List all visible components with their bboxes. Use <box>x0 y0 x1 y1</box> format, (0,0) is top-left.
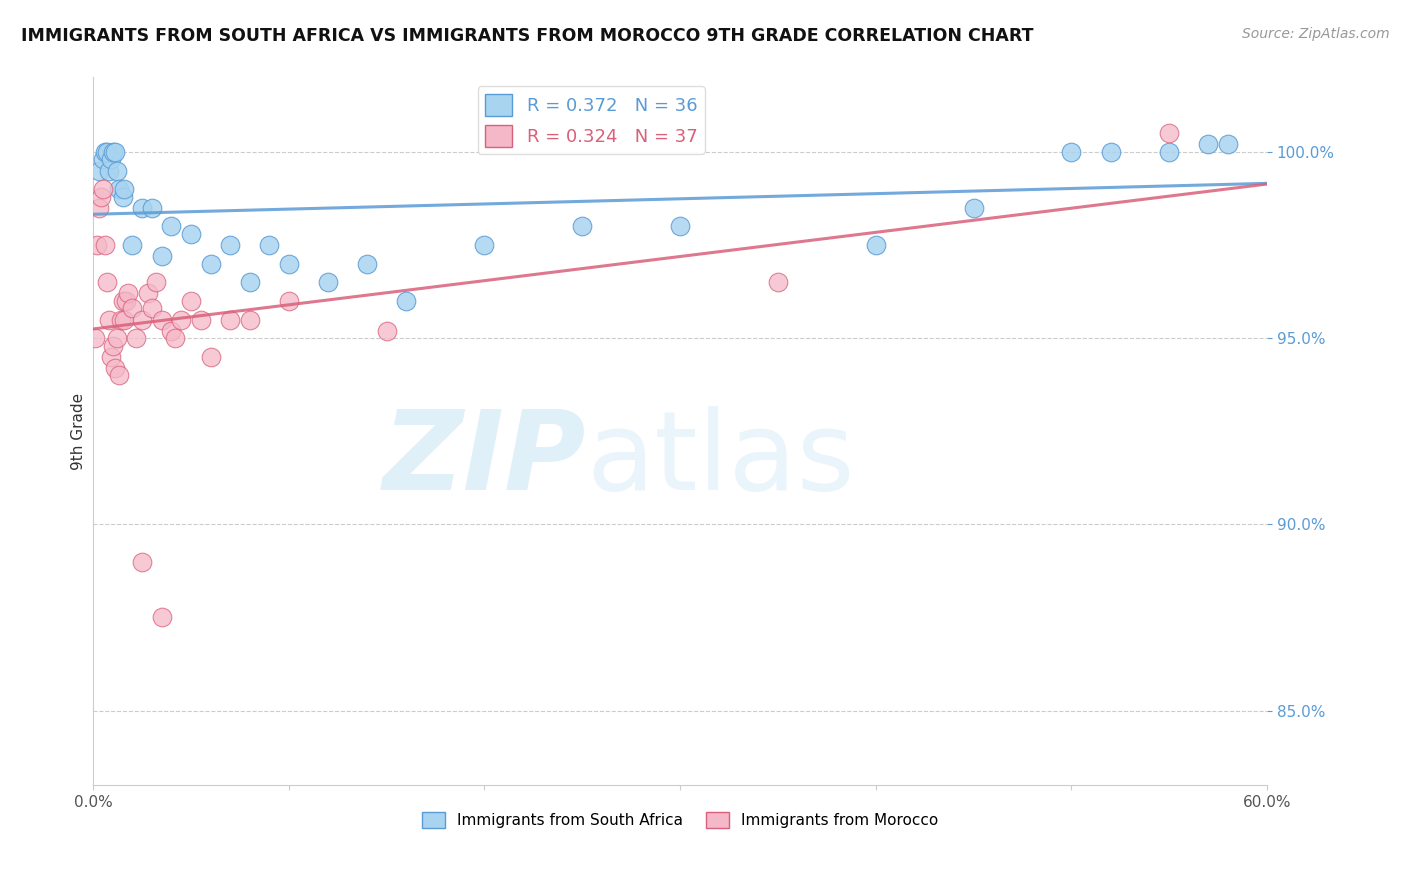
Point <box>766 275 789 289</box>
Point <box>105 163 128 178</box>
Point <box>1060 145 1083 159</box>
Point <box>125 331 148 345</box>
Point <box>180 293 202 308</box>
Point <box>259 238 281 252</box>
Text: IMMIGRANTS FROM SOUTH AFRICA VS IMMIGRANTS FROM MOROCCO 9TH GRADE CORRELATION CH: IMMIGRANTS FROM SOUTH AFRICA VS IMMIGRAN… <box>21 27 1033 45</box>
Point <box>865 238 887 252</box>
Point <box>141 201 163 215</box>
Point <box>150 312 173 326</box>
Point <box>150 249 173 263</box>
Point <box>97 163 120 178</box>
Point <box>117 286 139 301</box>
Point <box>86 238 108 252</box>
Point <box>84 331 107 345</box>
Point <box>121 238 143 252</box>
Point <box>91 153 114 167</box>
Point <box>190 312 212 326</box>
Point <box>100 350 122 364</box>
Point <box>150 610 173 624</box>
Point <box>87 163 110 178</box>
Point <box>170 312 193 326</box>
Point <box>180 227 202 241</box>
Point <box>474 238 496 252</box>
Point <box>200 350 222 364</box>
Point <box>1197 137 1219 152</box>
Point <box>101 145 124 159</box>
Point <box>571 219 593 234</box>
Point <box>94 238 117 252</box>
Point <box>91 182 114 196</box>
Point <box>94 145 117 159</box>
Point <box>90 189 112 203</box>
Point <box>356 257 378 271</box>
Point <box>136 286 159 301</box>
Point <box>104 360 127 375</box>
Point <box>105 331 128 345</box>
Y-axis label: 9th Grade: 9th Grade <box>72 392 86 470</box>
Point <box>316 275 339 289</box>
Text: ZIP: ZIP <box>382 406 586 513</box>
Point <box>107 182 129 196</box>
Point <box>165 331 187 345</box>
Point <box>104 145 127 159</box>
Point <box>962 201 984 215</box>
Point <box>114 182 136 196</box>
Point <box>1216 137 1239 152</box>
Point <box>131 312 153 326</box>
Point <box>101 338 124 352</box>
Point <box>145 275 167 289</box>
Point <box>131 555 153 569</box>
Point <box>219 238 242 252</box>
Text: Source: ZipAtlas.com: Source: ZipAtlas.com <box>1241 27 1389 41</box>
Legend: Immigrants from South Africa, Immigrants from Morocco: Immigrants from South Africa, Immigrants… <box>416 805 945 834</box>
Point <box>1159 126 1181 140</box>
Point <box>1159 145 1181 159</box>
Point <box>1099 145 1122 159</box>
Point <box>115 293 138 308</box>
Point <box>277 293 299 308</box>
Point <box>375 324 398 338</box>
Point <box>111 293 134 308</box>
Point <box>96 145 118 159</box>
Point <box>395 293 418 308</box>
Point <box>141 301 163 316</box>
Point <box>111 189 134 203</box>
Point <box>277 257 299 271</box>
Point <box>219 312 242 326</box>
Point <box>160 219 183 234</box>
Point <box>114 312 136 326</box>
Text: atlas: atlas <box>586 406 855 513</box>
Point <box>87 201 110 215</box>
Point <box>239 275 262 289</box>
Point <box>200 257 222 271</box>
Point <box>131 201 153 215</box>
Point <box>669 219 692 234</box>
Point <box>96 275 118 289</box>
Point <box>100 153 122 167</box>
Point <box>97 312 120 326</box>
Point <box>121 301 143 316</box>
Point <box>110 312 132 326</box>
Point <box>107 368 129 383</box>
Point <box>239 312 262 326</box>
Point <box>160 324 183 338</box>
